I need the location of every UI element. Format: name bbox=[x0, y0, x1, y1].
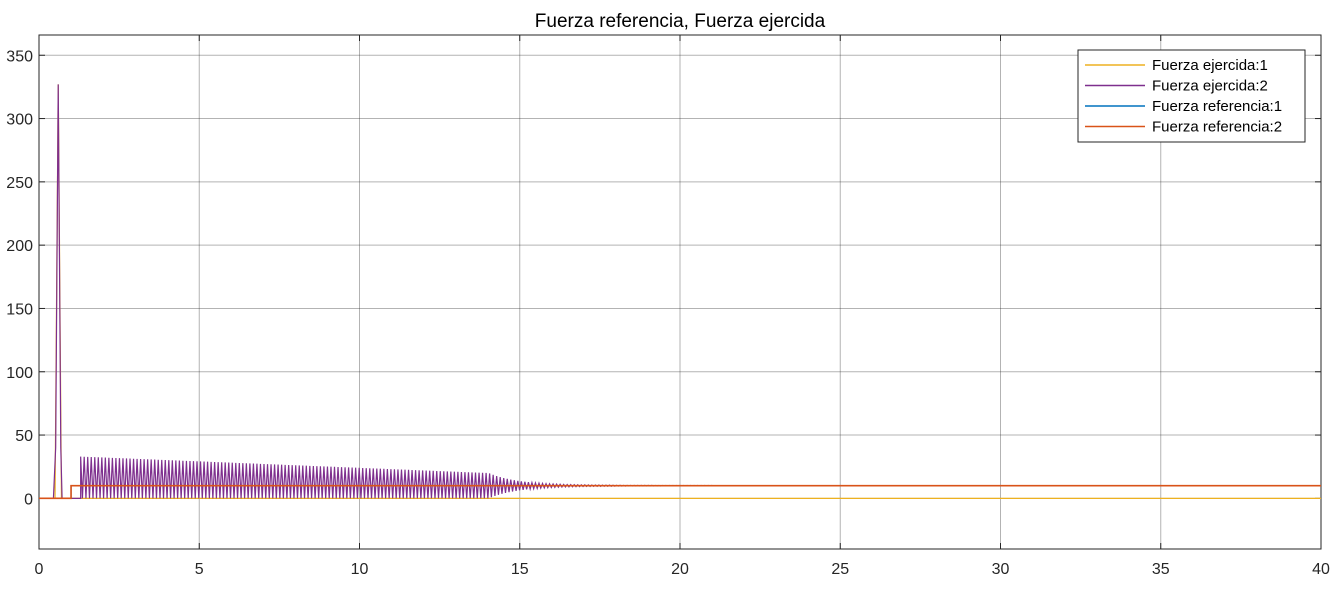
y-tick-label: 200 bbox=[6, 238, 33, 255]
chart-title: Fuerza referencia, Fuerza ejercida bbox=[535, 11, 826, 32]
y-tick-label: 50 bbox=[15, 428, 33, 445]
x-tick-label: 30 bbox=[992, 561, 1010, 578]
x-tick-label: 25 bbox=[831, 561, 849, 578]
y-tick-label: 350 bbox=[6, 48, 33, 65]
x-tick-label: 20 bbox=[671, 561, 689, 578]
x-tick-label: 35 bbox=[1152, 561, 1170, 578]
legend-label: Fuerza ejercida:2 bbox=[1152, 78, 1268, 95]
legend-label: Fuerza referencia:1 bbox=[1152, 98, 1282, 115]
x-tick-label: 10 bbox=[351, 561, 369, 578]
legend: Fuerza ejercida:1 Fuerza ejercida:2 Fuerza… bbox=[1077, 49, 1306, 143]
axes: 0 5 10 15 20 25 30 35 40 0 50 100 150 200 250 300 350 bbox=[6, 34, 1330, 578]
y-tick-label: 100 bbox=[6, 365, 33, 382]
y-tick-label: 300 bbox=[6, 112, 33, 129]
x-tick-label: 5 bbox=[195, 561, 204, 578]
plot-series bbox=[39, 84, 1321, 500]
x-tick-label: 15 bbox=[511, 561, 529, 578]
y-tick-label: 250 bbox=[6, 175, 33, 192]
legend-label: Fuerza ejercida:1 bbox=[1152, 57, 1268, 74]
y-tick-label: 0 bbox=[24, 491, 33, 508]
x-tick-label: 40 bbox=[1312, 561, 1330, 578]
y-tick-label: 150 bbox=[6, 301, 33, 318]
x-tick-label: 0 bbox=[35, 561, 44, 578]
legend-label: Fuerza referencia:2 bbox=[1152, 119, 1282, 136]
series-line-4 bbox=[39, 484, 1321, 500]
